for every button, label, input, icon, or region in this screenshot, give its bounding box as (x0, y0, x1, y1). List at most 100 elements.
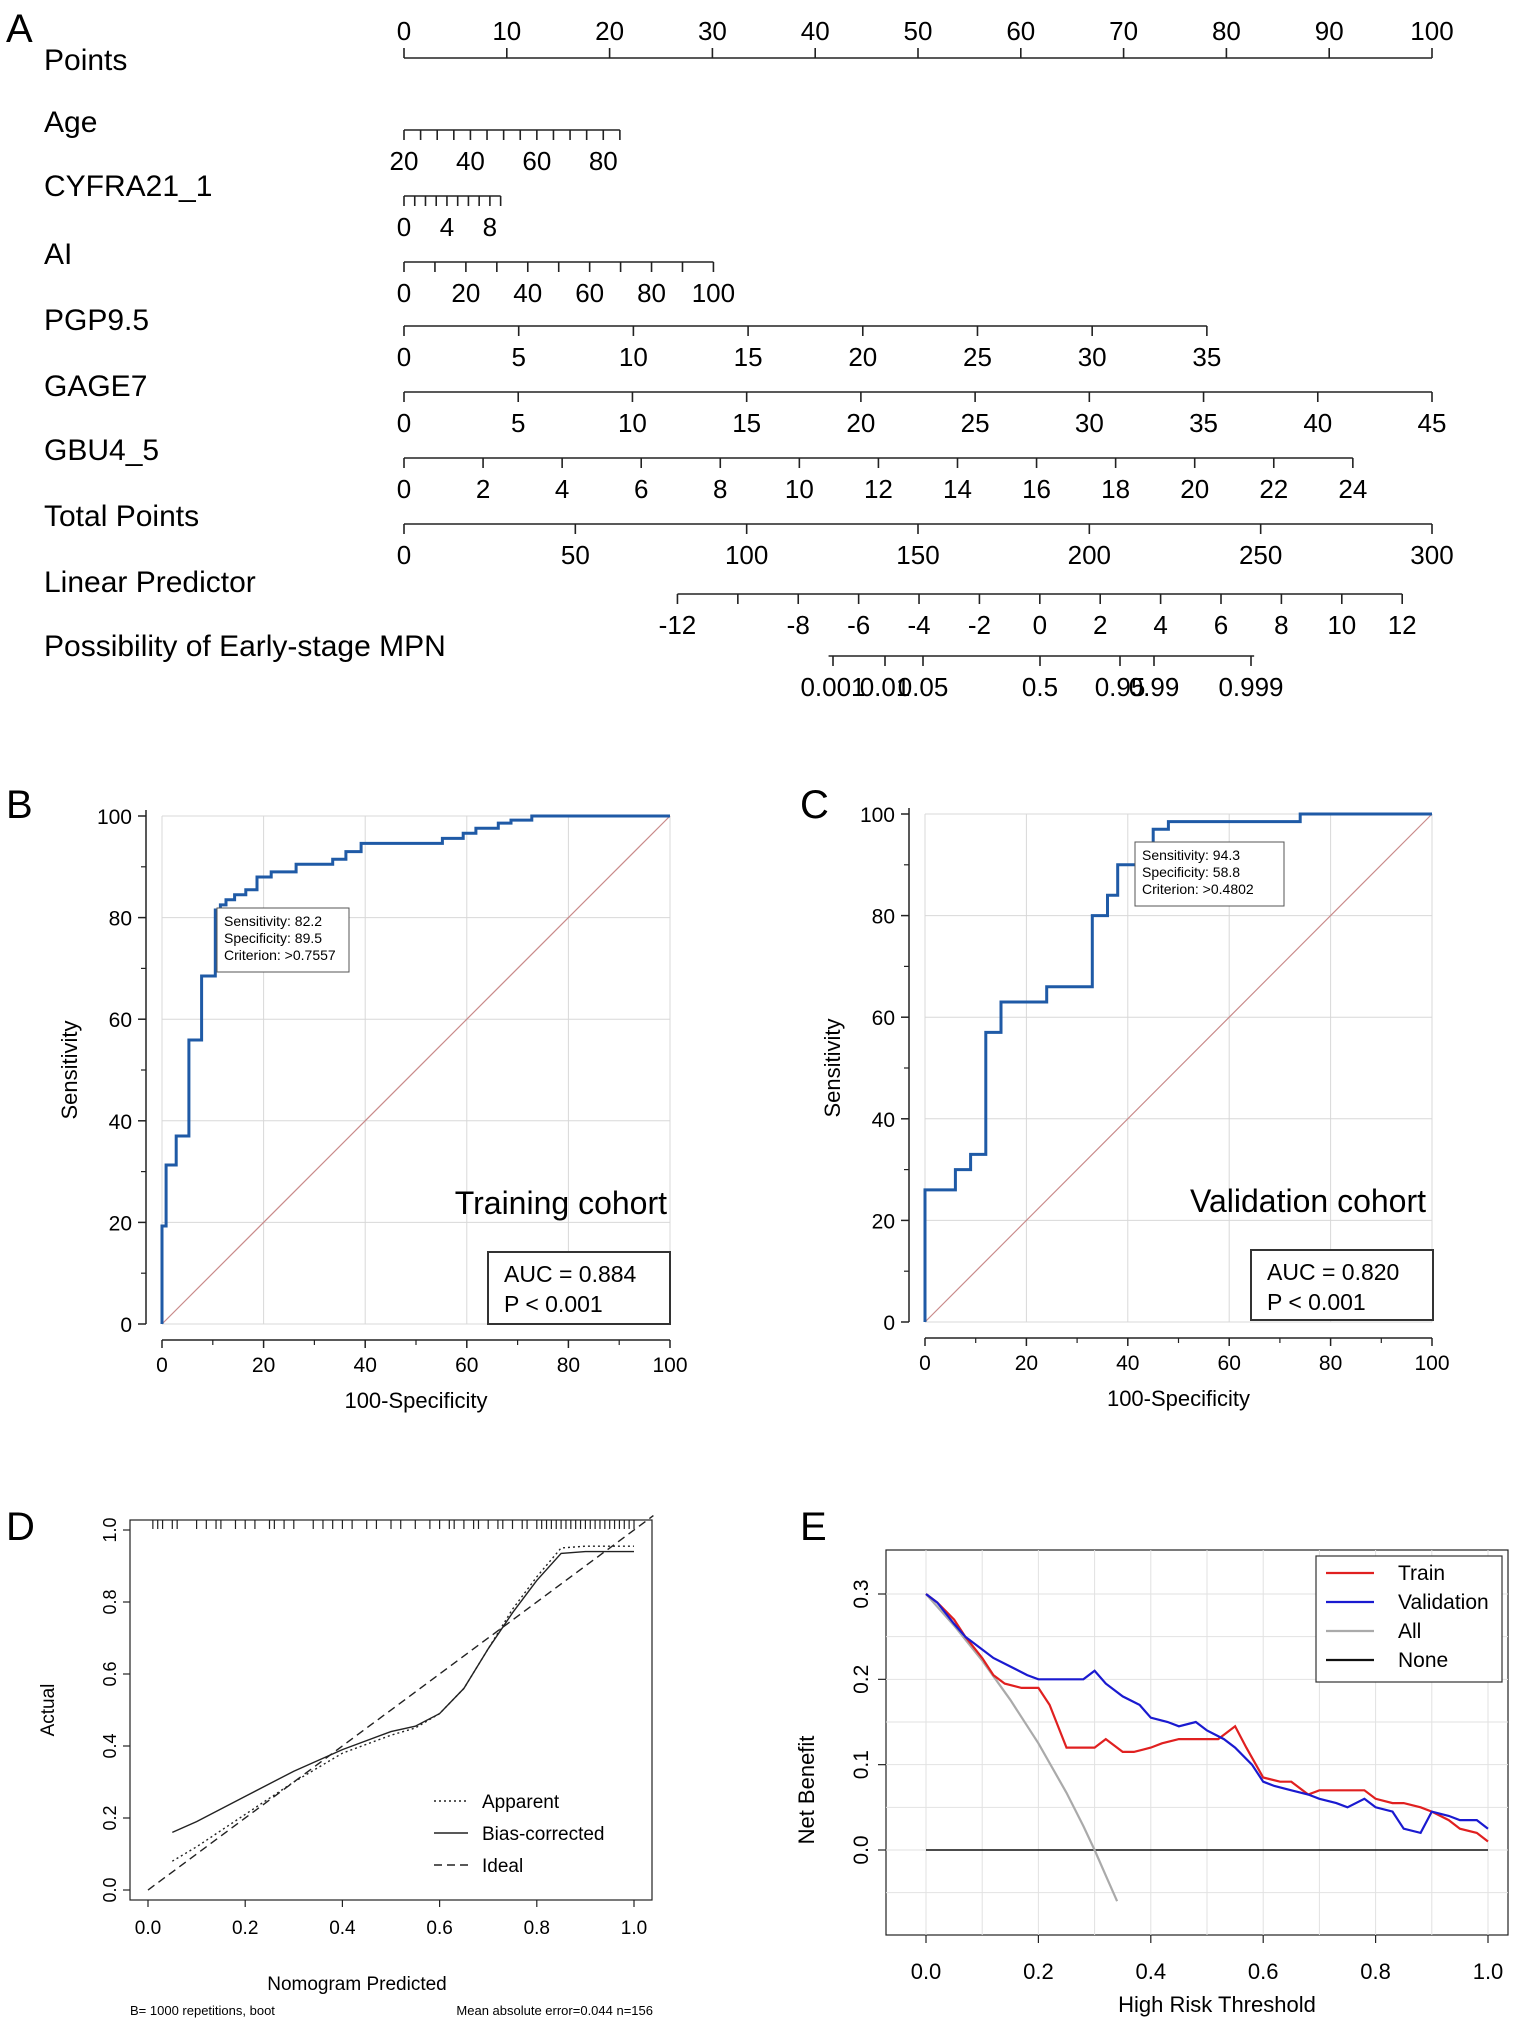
tick-label-gbu4-5: 6 (634, 474, 648, 504)
criterion-box (216, 907, 350, 973)
tick-label-points: 30 (698, 16, 727, 46)
nomogram-label-linear-predictor: Linear Predictor (44, 566, 256, 599)
x-axis-title: High Risk Threshold (1118, 1992, 1316, 2017)
panel-label-d: D (6, 1505, 35, 1549)
tick-label-gbu4-5: 22 (1259, 474, 1288, 504)
x-axis-title: 100-Specificity (1107, 1386, 1250, 1411)
tick-label-ai: 80 (637, 278, 666, 308)
x-tick-label: 0 (156, 1354, 168, 1377)
tick-label-points: 50 (904, 16, 933, 46)
tick-label-linear-predictor: 0 (1033, 610, 1047, 640)
tick-label-pgp9-5: 25 (963, 342, 992, 372)
criterion-specificity: Specificity: 89.5 (224, 930, 322, 946)
tick-label-linear-predictor: -12 (659, 610, 697, 640)
x-tick-label: 0.6 (426, 1918, 452, 1939)
x-tick-label: 40 (1116, 1352, 1139, 1375)
x-tick-label: 1.0 (621, 1918, 647, 1939)
tick-label-linear-predictor: -2 (968, 610, 991, 640)
tick-label-pgp9-5: 10 (619, 342, 648, 372)
tick-label-points: 100 (1410, 16, 1453, 46)
tick-label-pgp9-5: 35 (1192, 342, 1221, 372)
tick-label-gage7: 15 (732, 408, 761, 438)
tick-label-linear-predictor: -4 (907, 610, 930, 640)
series-group (925, 1593, 1489, 1902)
x-tick-label: 60 (1218, 1352, 1241, 1375)
x-tick-label: 0 (919, 1352, 931, 1375)
roc-training-panel: 0 0 20 20 40 40 60 60 80 80 100 100 100-Specificity S… (57, 806, 688, 1413)
tick-label-gbu4-5: 0 (397, 474, 411, 504)
decision-curve-panel: 0.0 0.2 0.4 0.6 0.8 1.0 0.0 0.1 0.2 0.3 High Risk … (794, 1549, 1509, 2017)
panel-label-e: E (800, 1505, 827, 1549)
tick-label-gage7: 40 (1303, 408, 1332, 438)
tick-label-possibility-of-early-stage-mpn: 0.99 (1129, 672, 1180, 702)
criterion-box (1134, 841, 1285, 907)
tick-label-gbu4-5: 2 (476, 474, 490, 504)
legend-label-none: None (1398, 1649, 1448, 1672)
y-tick-label: 0 (883, 1312, 895, 1335)
tick-label-total-points: 100 (725, 540, 768, 570)
tick-label-linear-predictor: 6 (1214, 610, 1228, 640)
tick-label-possibility-of-early-stage-mpn: 0.5 (1022, 672, 1058, 702)
calibration-apparent (171, 1545, 634, 1862)
y-tick-label: 0.0 (100, 1877, 120, 1902)
tick-label-gbu4-5: 8 (713, 474, 727, 504)
tick-label-ai: 20 (451, 278, 480, 308)
calibration-ideal (147, 1515, 654, 1891)
x-tick-label: 80 (557, 1354, 580, 1377)
y-tick-label: 0 (120, 1314, 132, 1337)
y-tick-label: 0.2 (100, 1805, 120, 1830)
tick-label-gbu4-5: 14 (943, 474, 972, 504)
y-axis-title: Sensitivity (820, 1018, 845, 1117)
tick-label-points: 70 (1109, 16, 1138, 46)
y-tick-label: 100 (97, 806, 132, 829)
nomogram-label-cyfra21-1: CYFRA21_1 (44, 170, 212, 203)
y-tick-label: 1.0 (100, 1517, 120, 1542)
tick-label-total-points: 200 (1068, 540, 1111, 570)
tick-label-gage7: 45 (1418, 408, 1447, 438)
y-tick-label: 0.2 (850, 1665, 873, 1694)
y-tick-label: 0.0 (850, 1835, 873, 1864)
y-axis-title: Actual (38, 1684, 59, 1737)
tick-label-ai: 100 (692, 278, 735, 308)
tick-label-cyfra21-1: 0 (397, 212, 411, 242)
panel-label-c: C (800, 783, 829, 827)
nomogram-label-pgp9-5: PGP9.5 (44, 304, 149, 337)
x-tick-label: 0.2 (1023, 1959, 1054, 1984)
x-tick-label: 0.4 (1136, 1959, 1167, 1984)
nomogram-label-age: Age (44, 106, 97, 139)
tick-label-age: 20 (390, 146, 419, 176)
legend-label-bias-corrected: Bias-corrected (482, 1824, 605, 1845)
tick-label-linear-predictor: -8 (787, 610, 810, 640)
y-tick-label: 80 (872, 906, 895, 929)
nomogram-label-total-points: Total Points (44, 500, 199, 533)
y-tick-label: 20 (109, 1212, 132, 1235)
x-tick-label: 0.4 (329, 1918, 356, 1939)
y-axis-title: Net Benefit (794, 1736, 819, 1845)
legend-label-apparent: Apparent (482, 1792, 560, 1813)
tick-label-possibility-of-early-stage-mpn: 0.05 (898, 672, 949, 702)
x-axis-title: 100-Specificity (344, 1388, 487, 1413)
p-value: P < 0.001 (504, 1291, 603, 1317)
tick-label-cyfra21-1: 4 (440, 212, 454, 242)
y-tick-label: 60 (872, 1007, 895, 1030)
nomogram-label-possibility-of-early-stage-mpn: Possibility of Early-stage MPN (44, 630, 446, 663)
stats-box (1250, 1249, 1434, 1321)
y-tick-label: 40 (872, 1109, 895, 1132)
tick-label-linear-predictor: 10 (1327, 610, 1356, 640)
net-benefit-validation (925, 1593, 1489, 1835)
roc-curve (160, 814, 670, 1324)
x-axis-title: Nomogram Predicted (267, 1974, 447, 1995)
nomogram-label-gage7: GAGE7 (44, 370, 147, 403)
tick-label-pgp9-5: 5 (511, 342, 525, 372)
tick-label-points: 0 (397, 16, 411, 46)
tick-label-pgp9-5: 20 (848, 342, 877, 372)
tick-label-possibility-of-early-stage-mpn: 0.95 (1095, 672, 1146, 702)
tick-label-gage7: 0 (397, 408, 411, 438)
y-tick-label: 0.4 (100, 1733, 120, 1758)
cohort-label: Training cohort (455, 1185, 667, 1221)
legend-label-all: All (1398, 1620, 1421, 1643)
tick-label-gage7: 25 (961, 408, 990, 438)
tick-label-total-points: 50 (561, 540, 590, 570)
tick-label-ai: 40 (513, 278, 542, 308)
